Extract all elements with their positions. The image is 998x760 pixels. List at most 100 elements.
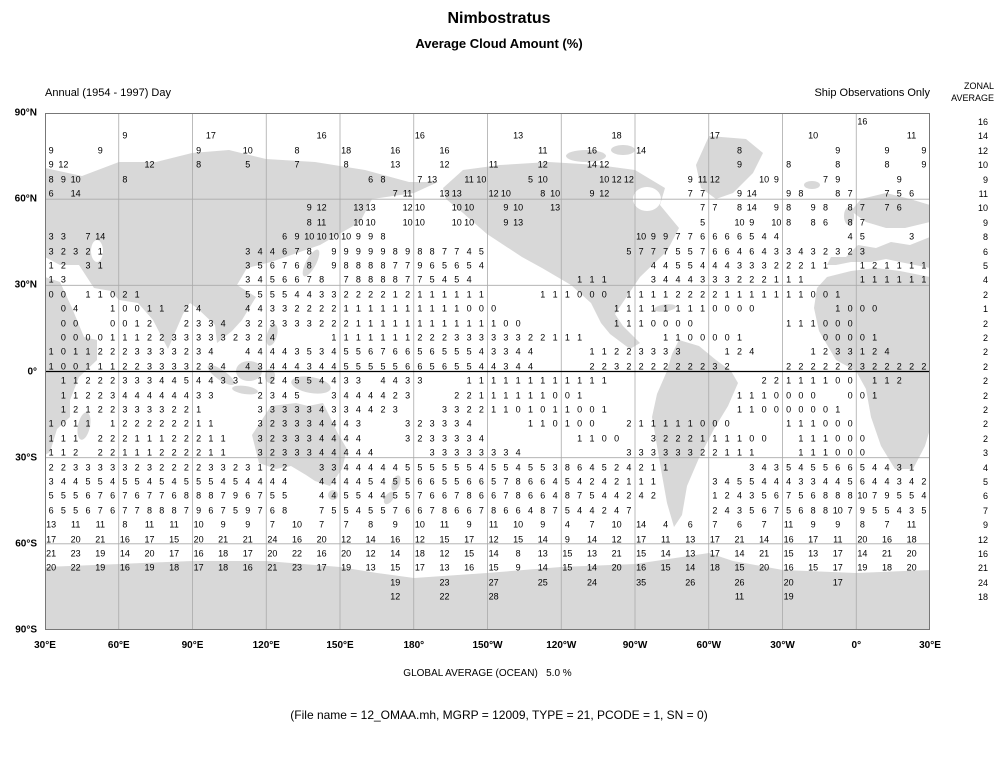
grid-value: 7 xyxy=(577,490,583,501)
grid-value: 6 xyxy=(835,462,841,473)
zonal-average-value: 6 xyxy=(982,246,988,257)
grid-value: 8 xyxy=(368,519,374,530)
grid-value: 16 xyxy=(636,562,647,573)
grid-value: 0 xyxy=(724,303,730,314)
grid-value: 8 xyxy=(48,174,54,185)
grid-value: 9 xyxy=(343,246,349,257)
grid-value: 4 xyxy=(749,346,755,357)
grid-value: 1 xyxy=(208,418,214,429)
grid-value: 3 xyxy=(331,404,337,415)
grid-value: 4 xyxy=(614,490,620,501)
grid-value: 3 xyxy=(319,462,325,473)
grid-value: 3 xyxy=(614,361,620,372)
grid-value: 3 xyxy=(405,433,411,444)
grid-value: 2 xyxy=(392,390,398,401)
grid-value: 8 xyxy=(441,505,448,516)
grid-value: 2 xyxy=(822,346,829,357)
grid-value: 20 xyxy=(46,562,57,573)
grid-value: 6 xyxy=(761,505,767,516)
grid-value: 5 xyxy=(749,505,755,516)
grid-value: 5 xyxy=(847,476,853,487)
grid-value: 5 xyxy=(306,375,312,386)
grid-value: 10 xyxy=(328,231,339,242)
grid-value: 1 xyxy=(405,332,411,343)
grid-value: 7 xyxy=(97,490,103,501)
grid-value: 4 xyxy=(773,476,779,487)
zonal-average-header: ZONAL AVERAGE xyxy=(936,80,994,104)
grid-value: 0 xyxy=(589,418,595,429)
grid-value: 1 xyxy=(589,274,595,285)
grid-value: 1 xyxy=(478,390,484,401)
grid-value: 2 xyxy=(872,346,878,357)
grid-value: 6 xyxy=(85,490,91,501)
grid-value: 3 xyxy=(491,346,497,357)
grid-value: 16 xyxy=(119,562,130,573)
grid-value: 0 xyxy=(810,390,816,401)
grid-value: 1 xyxy=(220,433,226,444)
grid-value: 9 xyxy=(97,145,103,156)
grid-value: 4 xyxy=(282,361,288,372)
y-tick-label: 90°S xyxy=(15,624,37,636)
grid-value: 10 xyxy=(832,505,843,516)
grid-value: 8 xyxy=(786,202,792,213)
grid-value: 2 xyxy=(454,390,460,401)
grid-value: 7 xyxy=(478,505,484,516)
grid-value: 1 xyxy=(60,447,66,458)
grid-value: 2 xyxy=(810,361,816,372)
grid-value: 2 xyxy=(921,476,927,487)
grid-value: 2 xyxy=(724,490,730,501)
grid-value: 7 xyxy=(392,260,398,271)
grid-value: 1 xyxy=(909,462,915,473)
grid-value: 3 xyxy=(159,361,165,372)
grid-value: 15 xyxy=(808,562,819,573)
grid-value: 10 xyxy=(513,202,524,213)
grid-value: 7 xyxy=(269,519,275,530)
grid-value: 4 xyxy=(294,289,300,300)
grid-value: 3 xyxy=(282,303,288,314)
grid-value: 10 xyxy=(451,217,462,228)
grid-value: 5 xyxy=(429,361,435,372)
grid-value: 0 xyxy=(810,404,816,415)
grid-value: 1 xyxy=(700,433,706,444)
grid-value: 4 xyxy=(257,246,263,257)
grid-value: 20 xyxy=(783,577,794,588)
grid-value: 2 xyxy=(171,418,177,429)
zonal-average-value: 14 xyxy=(977,131,988,142)
grid-value: 22 xyxy=(439,591,450,602)
grid-value: 5 xyxy=(232,476,239,487)
grid-value: 18 xyxy=(414,548,425,559)
grid-value: 9 xyxy=(835,519,841,530)
grid-value: 3 xyxy=(749,490,755,501)
grid-value: 10 xyxy=(414,202,425,213)
grid-value: 4 xyxy=(515,447,521,458)
grid-value: 4 xyxy=(798,462,804,473)
grid-value: 7 xyxy=(85,231,91,242)
grid-value: 1 xyxy=(700,303,706,314)
grid-value: 4 xyxy=(466,418,472,429)
grid-value: 10 xyxy=(353,217,364,228)
grid-value: 0 xyxy=(110,318,116,329)
grid-value: 1 xyxy=(417,303,423,314)
grid-value: 15 xyxy=(439,534,450,545)
grid-value: 3 xyxy=(331,390,337,401)
grid-value: 8 xyxy=(515,476,521,487)
grid-value: 4 xyxy=(392,462,398,473)
grid-value: 21 xyxy=(242,534,253,545)
grid-value: 4 xyxy=(909,476,915,487)
grid-value: 2 xyxy=(134,462,140,473)
grid-value: 0 xyxy=(564,390,570,401)
grid-value: 3 xyxy=(454,418,460,429)
grid-value: 7 xyxy=(589,519,595,530)
grid-value: 5 xyxy=(343,490,349,501)
grid-value: 0 xyxy=(835,418,841,429)
grid-value: 5 xyxy=(60,490,66,501)
zonal-average-value: 21 xyxy=(977,563,988,574)
grid-value: 0 xyxy=(577,289,583,300)
grid-value: 5 xyxy=(491,462,497,473)
grid-value: 16 xyxy=(316,130,327,141)
grid-value: 2 xyxy=(196,361,202,372)
grid-value: 0 xyxy=(847,447,853,458)
grid-value: 26 xyxy=(734,577,745,588)
x-tick-label: 0° xyxy=(851,640,862,651)
grid-value: 7 xyxy=(294,246,300,257)
